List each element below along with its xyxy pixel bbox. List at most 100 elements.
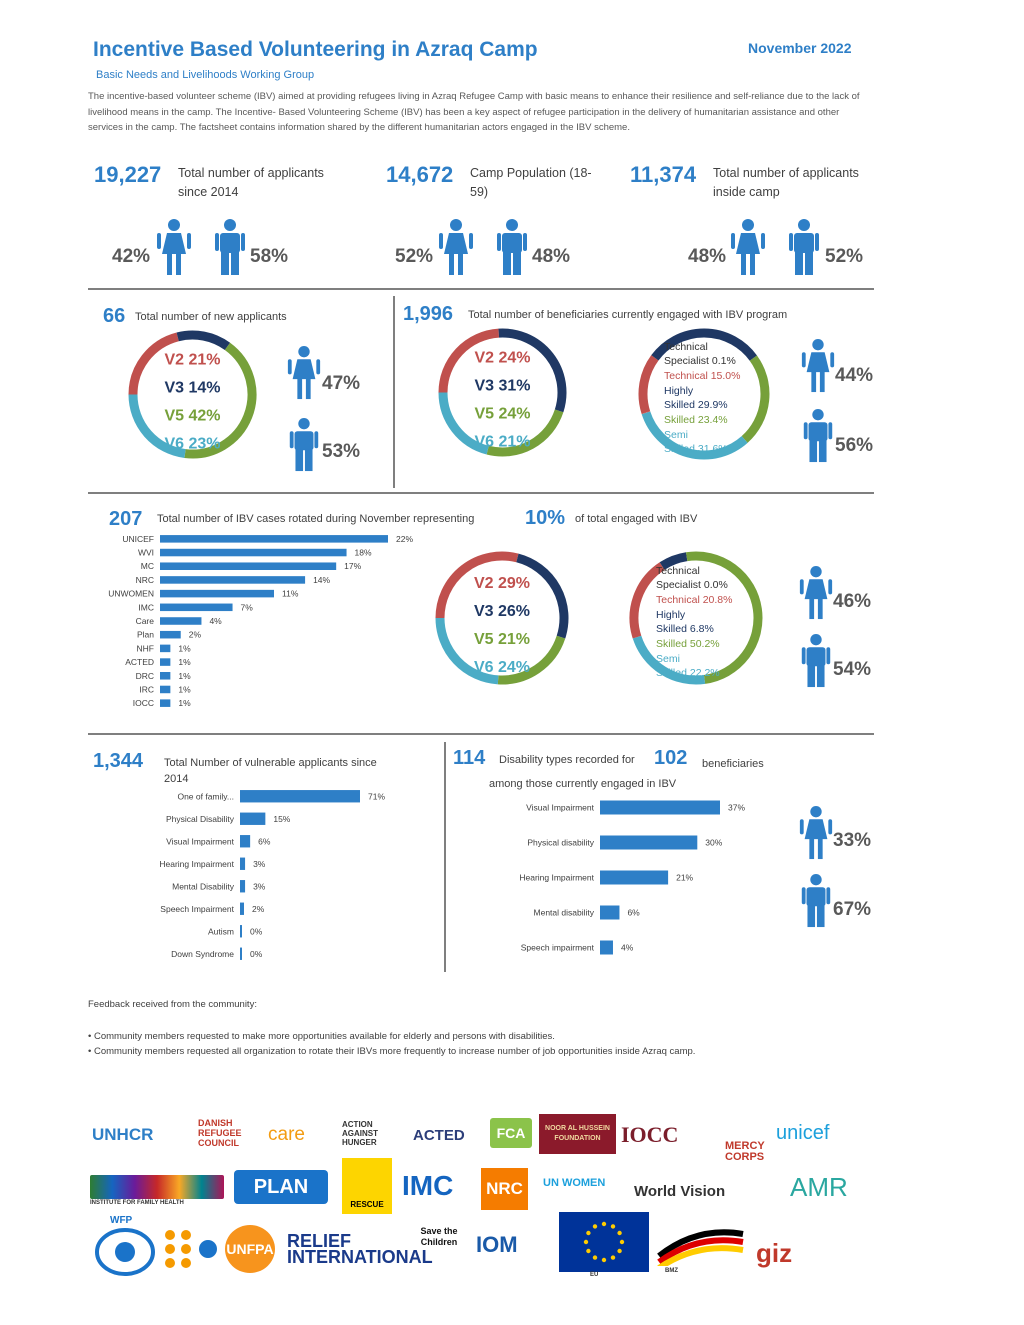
bar-value-label: 37% xyxy=(728,803,745,813)
female-icon xyxy=(731,219,765,275)
donut-slice-technical xyxy=(629,562,665,639)
donut-label: V3 26% xyxy=(474,603,530,620)
male-pct: 48% xyxy=(532,246,571,267)
vulnerable-value: 1,344 xyxy=(93,750,144,772)
bar-category-label: UNICEF xyxy=(122,534,154,544)
male-icon xyxy=(803,408,833,463)
donut-label: V3 31% xyxy=(474,378,530,395)
rotated-by-org-bar-chart: UNICEF 22% WVI 18% MC 17% NRC 14% UNWOMEN 11% IMC 7… xyxy=(108,534,413,708)
bar-value-label: 11% xyxy=(282,589,299,599)
donut-label: V5 42% xyxy=(164,408,220,425)
stat-label-population: Camp Population (18-59) xyxy=(470,166,592,199)
male-pct: 58% xyxy=(250,246,289,267)
logo-imc: IMC xyxy=(402,1170,454,1201)
bar-value-label: 22% xyxy=(396,534,413,544)
bar-category-label: DRC xyxy=(136,671,154,681)
new-applicants-value: 66 xyxy=(103,305,126,327)
logo-iocc: IOCC xyxy=(621,1122,679,1147)
rotated-label: Total number of IBV cases rotated during… xyxy=(157,513,475,525)
donut-label: Skilled 31.6% xyxy=(664,443,728,455)
logo-unicef: unicef xyxy=(776,1122,830,1144)
bar-value-label: 71% xyxy=(368,791,385,801)
bar xyxy=(240,835,251,848)
bar-category-label: NHF xyxy=(137,643,154,653)
logo-nrc: NRC xyxy=(481,1168,528,1210)
bar xyxy=(240,902,244,915)
bar xyxy=(240,857,246,870)
male-icon xyxy=(801,873,831,928)
male-icon xyxy=(215,219,245,275)
bar xyxy=(600,800,720,815)
female-icon xyxy=(157,219,191,275)
bar-value-label: 6% xyxy=(258,836,271,846)
donut-label: Highly xyxy=(664,385,694,397)
bar-value-label: 1% xyxy=(178,684,191,694)
germany-flag-icon xyxy=(657,1229,744,1266)
vulnerability-donut-chart: V2 29% V3 26% V5 21% V6 24% xyxy=(435,551,569,685)
male-pct: 56% xyxy=(835,435,874,456)
bar xyxy=(160,589,274,598)
bar-value-label: 17% xyxy=(344,561,361,571)
bar-category-label: IMC xyxy=(138,602,154,612)
donut-label: Highly xyxy=(656,609,686,621)
un-dots-icon xyxy=(165,1230,217,1268)
donut-label: Technical 20.8% xyxy=(656,594,732,606)
logo-world-vision: World Vision xyxy=(634,1183,726,1200)
bar-category-label: UNWOMEN xyxy=(108,589,154,599)
male-icon xyxy=(801,633,831,688)
bar-value-label: 4% xyxy=(621,943,634,953)
bar-category-label: MC xyxy=(141,561,154,571)
bar xyxy=(600,905,620,920)
donut-slice-skilled xyxy=(741,355,770,443)
bar-category-label: Hearing Impairment xyxy=(159,859,234,869)
bar xyxy=(160,603,233,612)
bar-value-label: 1% xyxy=(178,698,191,708)
feedback-heading: Feedback received from the community: xyxy=(88,999,257,1010)
logo-bmz: BMZ xyxy=(665,1268,678,1274)
logo-care: care xyxy=(268,1124,305,1145)
logo-fca: FCA xyxy=(490,1118,532,1148)
bar-category-label: NRC xyxy=(136,575,154,585)
donut-slice-v5 xyxy=(497,635,566,685)
donut-slice-skilled xyxy=(686,551,763,684)
new-applicants-label: Total number of new applicants xyxy=(135,311,287,323)
logo-relief: RELIEF INTERNATIONAL xyxy=(287,1231,433,1267)
donut-slice-v5 xyxy=(184,342,257,459)
bar-value-label: 0% xyxy=(250,949,263,959)
donut-slice-v2 xyxy=(438,328,500,393)
donut-label: Skilled 50.2% xyxy=(656,638,720,650)
donut-label: V2 24% xyxy=(474,350,530,367)
bar-value-label: 2% xyxy=(189,630,202,640)
report-date: November 2022 xyxy=(748,40,852,56)
bar xyxy=(240,812,266,825)
donut-label: Technical xyxy=(656,565,700,577)
bar xyxy=(240,790,360,803)
donut-slice-highly-skilled xyxy=(651,328,757,361)
female-icon xyxy=(439,219,473,275)
vulnerable-label: Total Number of vulnerable applicants si… xyxy=(164,757,377,785)
rotated-value: 207 xyxy=(109,508,143,530)
donut-label: Technical xyxy=(664,341,708,353)
disability-types-value: 114 xyxy=(453,747,486,769)
donut-label: V5 24% xyxy=(474,406,530,423)
bar-value-label: 2% xyxy=(252,904,265,914)
female-icon xyxy=(287,345,321,400)
bar-category-label: WVI xyxy=(138,548,154,558)
bar xyxy=(160,658,171,666)
donut-label: Skilled 22.2% xyxy=(656,667,720,679)
donut-label: Technical 15.0% xyxy=(664,370,740,382)
divider xyxy=(88,492,874,494)
bar xyxy=(160,644,171,653)
female-pct: 44% xyxy=(835,365,874,386)
bar-category-label: Mental disability xyxy=(534,908,595,918)
bar-category-label: Autism xyxy=(208,926,234,936)
disability-types-bar-chart: Visual Impairment 37% Physical disability 3… xyxy=(519,800,745,955)
donut-label: Specialist 0.0% xyxy=(656,579,728,591)
wfp-emblem-icon xyxy=(95,1228,155,1276)
bar-category-label: Speech impairment xyxy=(521,943,595,953)
logo-noor-al-hussein: NOOR AL HUSSEIN FOUNDATION xyxy=(539,1114,616,1154)
male-pct: 52% xyxy=(825,246,864,267)
skill-donut-chart: Technical Specialist 0.0% Technical 20.8% H… xyxy=(629,551,763,685)
bar xyxy=(160,630,181,639)
eu-flag-icon xyxy=(559,1212,649,1272)
